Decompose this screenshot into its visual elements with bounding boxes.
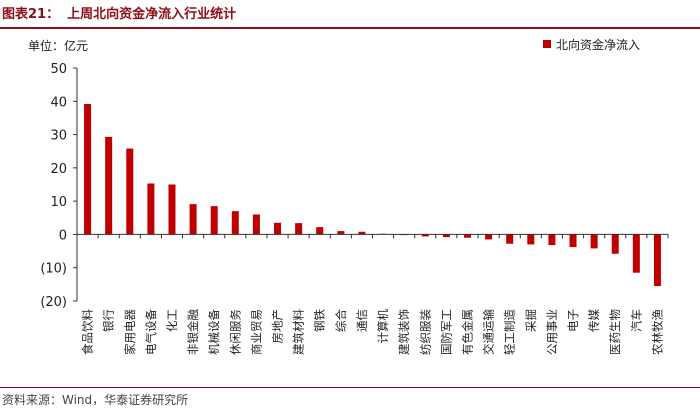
x-tick-label: 计算机 xyxy=(376,309,390,344)
bar xyxy=(548,234,556,246)
bar xyxy=(653,234,661,287)
y-tick-label: (20) xyxy=(40,295,67,310)
y-tick-label: (10) xyxy=(40,262,67,277)
bar xyxy=(168,184,176,235)
y-tick-label: 20 xyxy=(50,162,67,177)
bar xyxy=(105,136,113,235)
bar-chart: 单位：亿元 北向资金净流入 50 40 30 20 10 0 (10) (20) 食品饮料 银行… xyxy=(28,37,669,355)
x-tick-label: 化工 xyxy=(165,309,179,332)
bar xyxy=(463,234,471,238)
legend: 北向资金净流入 xyxy=(543,37,640,52)
x-tick-label: 纺织服装 xyxy=(418,309,432,355)
bar xyxy=(231,211,239,235)
bars xyxy=(84,103,661,287)
bar xyxy=(632,234,640,273)
x-tick-label: 传媒 xyxy=(587,309,601,332)
bar xyxy=(274,222,282,235)
x-tick-label: 机械设备 xyxy=(207,309,221,355)
bar xyxy=(147,183,155,235)
x-tick-label: 建筑装饰 xyxy=(397,309,411,355)
footer-divider xyxy=(0,387,700,388)
x-tick-label: 通信 xyxy=(355,309,369,332)
y-tick-label: 50 xyxy=(50,62,67,77)
y-tick-label: 40 xyxy=(50,95,67,110)
x-tick-label: 交通运输 xyxy=(482,309,496,355)
y-tick-label: 30 xyxy=(50,129,67,144)
source-note: 资料来源：Wind，华泰证券研究所 xyxy=(2,393,189,407)
unit-label: 单位：亿元 xyxy=(28,38,88,53)
bar xyxy=(358,231,366,235)
bar xyxy=(189,204,197,235)
legend-swatch xyxy=(543,40,551,48)
bar xyxy=(337,231,345,235)
x-tick-label: 采掘 xyxy=(524,309,538,332)
x-tick-label: 综合 xyxy=(334,309,348,332)
figure-label: 图表21： xyxy=(2,7,60,22)
x-axis: 食品饮料 银行 家用电器 电气设备 化工 非银金融 机械设备 休闲服务 商业贸易 房地产 建筑材料钢… xyxy=(76,233,669,355)
x-tick-label: 国防军工 xyxy=(439,309,453,355)
x-tick-label: 医药生物 xyxy=(608,309,622,355)
bar xyxy=(485,234,493,240)
bar xyxy=(84,103,92,235)
bar xyxy=(442,234,450,238)
x-tick-label: 建筑材料 xyxy=(292,309,306,355)
page-title: 图表21： 上周北向资金净流入行业统计 xyxy=(2,3,236,22)
bar xyxy=(527,234,535,245)
bar xyxy=(316,227,324,235)
x-tick-label: 非银金融 xyxy=(186,309,200,355)
bar xyxy=(506,234,514,244)
x-tick-label: 食品饮料 xyxy=(81,309,95,355)
x-tick-label: 农林牧渔 xyxy=(650,309,664,355)
y-axis: 50 40 30 20 10 0 (10) (20) xyxy=(40,62,78,310)
x-tick-label: 房地产 xyxy=(271,309,285,344)
bar xyxy=(569,234,577,248)
y-tick-label: 10 xyxy=(50,195,67,210)
figure-title: 上周北向资金净流入行业统计 xyxy=(67,7,237,22)
x-tick-label: 电子 xyxy=(566,309,580,332)
x-tick-label: 公用事业 xyxy=(545,309,559,355)
x-tick-label: 银行 xyxy=(102,309,116,332)
x-tick-label: 休闲服务 xyxy=(228,309,242,355)
x-tick-label: 家用电器 xyxy=(123,309,137,355)
x-tick-label: 轻工制造 xyxy=(503,309,517,355)
bar xyxy=(611,234,619,254)
bar xyxy=(126,148,134,235)
legend-label: 北向资金净流入 xyxy=(556,37,640,52)
y-tick-label: 0 xyxy=(59,228,67,243)
bar xyxy=(421,234,429,237)
x-tick-label: 商业贸易 xyxy=(249,309,263,355)
x-tick-label: 有色金属 xyxy=(460,309,474,355)
bar xyxy=(252,214,260,235)
x-tick-label: 电气设备 xyxy=(144,309,158,355)
bar xyxy=(295,223,303,235)
bar xyxy=(210,206,218,235)
title-divider xyxy=(0,27,700,29)
bar xyxy=(590,234,598,249)
x-tick-label: 钢铁 xyxy=(313,309,327,332)
x-tick-label: 汽车 xyxy=(629,309,643,332)
